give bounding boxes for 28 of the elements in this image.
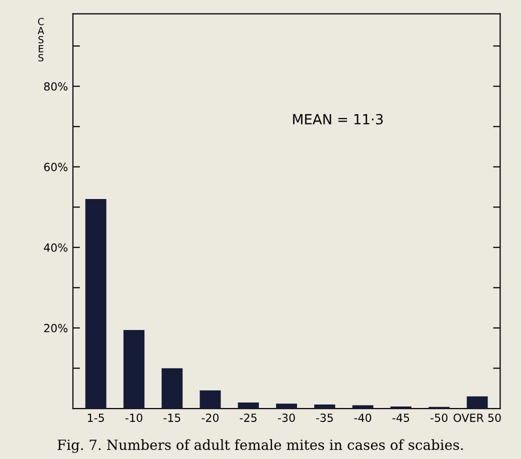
y-tick-label: 60% [44,162,68,172]
y-tick-label: 80% [44,82,68,91]
bar [85,199,106,409]
y-tick-label: 40% [44,243,68,252]
x-tick-label: -50 [430,414,448,422]
x-tick-label: -45 [392,414,410,422]
bar [162,368,183,409]
x-tick-label: OVER 50 [454,414,501,422]
y-tick-label: 20% [44,324,68,332]
bar [238,402,259,409]
x-tick-label: -30 [278,414,295,422]
annotation: MEAN = 11·3 [293,114,383,124]
bar [276,404,298,409]
x-tick-label: -15 [164,414,180,422]
bar [200,390,221,409]
bar [466,396,488,409]
x-tick-label: -20 [202,414,219,422]
y-axis-title: CASES [38,18,44,62]
bar [314,404,336,409]
x-tick-label: -35 [316,414,333,422]
bar [390,406,412,409]
x-tick-label: 1-5 [88,414,104,422]
bar [123,330,144,409]
bar [352,405,374,409]
x-tick-label: -25 [240,414,257,422]
text: Fig. 7. Numbers of adult female mites in cases of scabies. [58,439,463,453]
x-tick-label: -10 [125,414,142,422]
x-tick-label: -40 [354,414,372,422]
